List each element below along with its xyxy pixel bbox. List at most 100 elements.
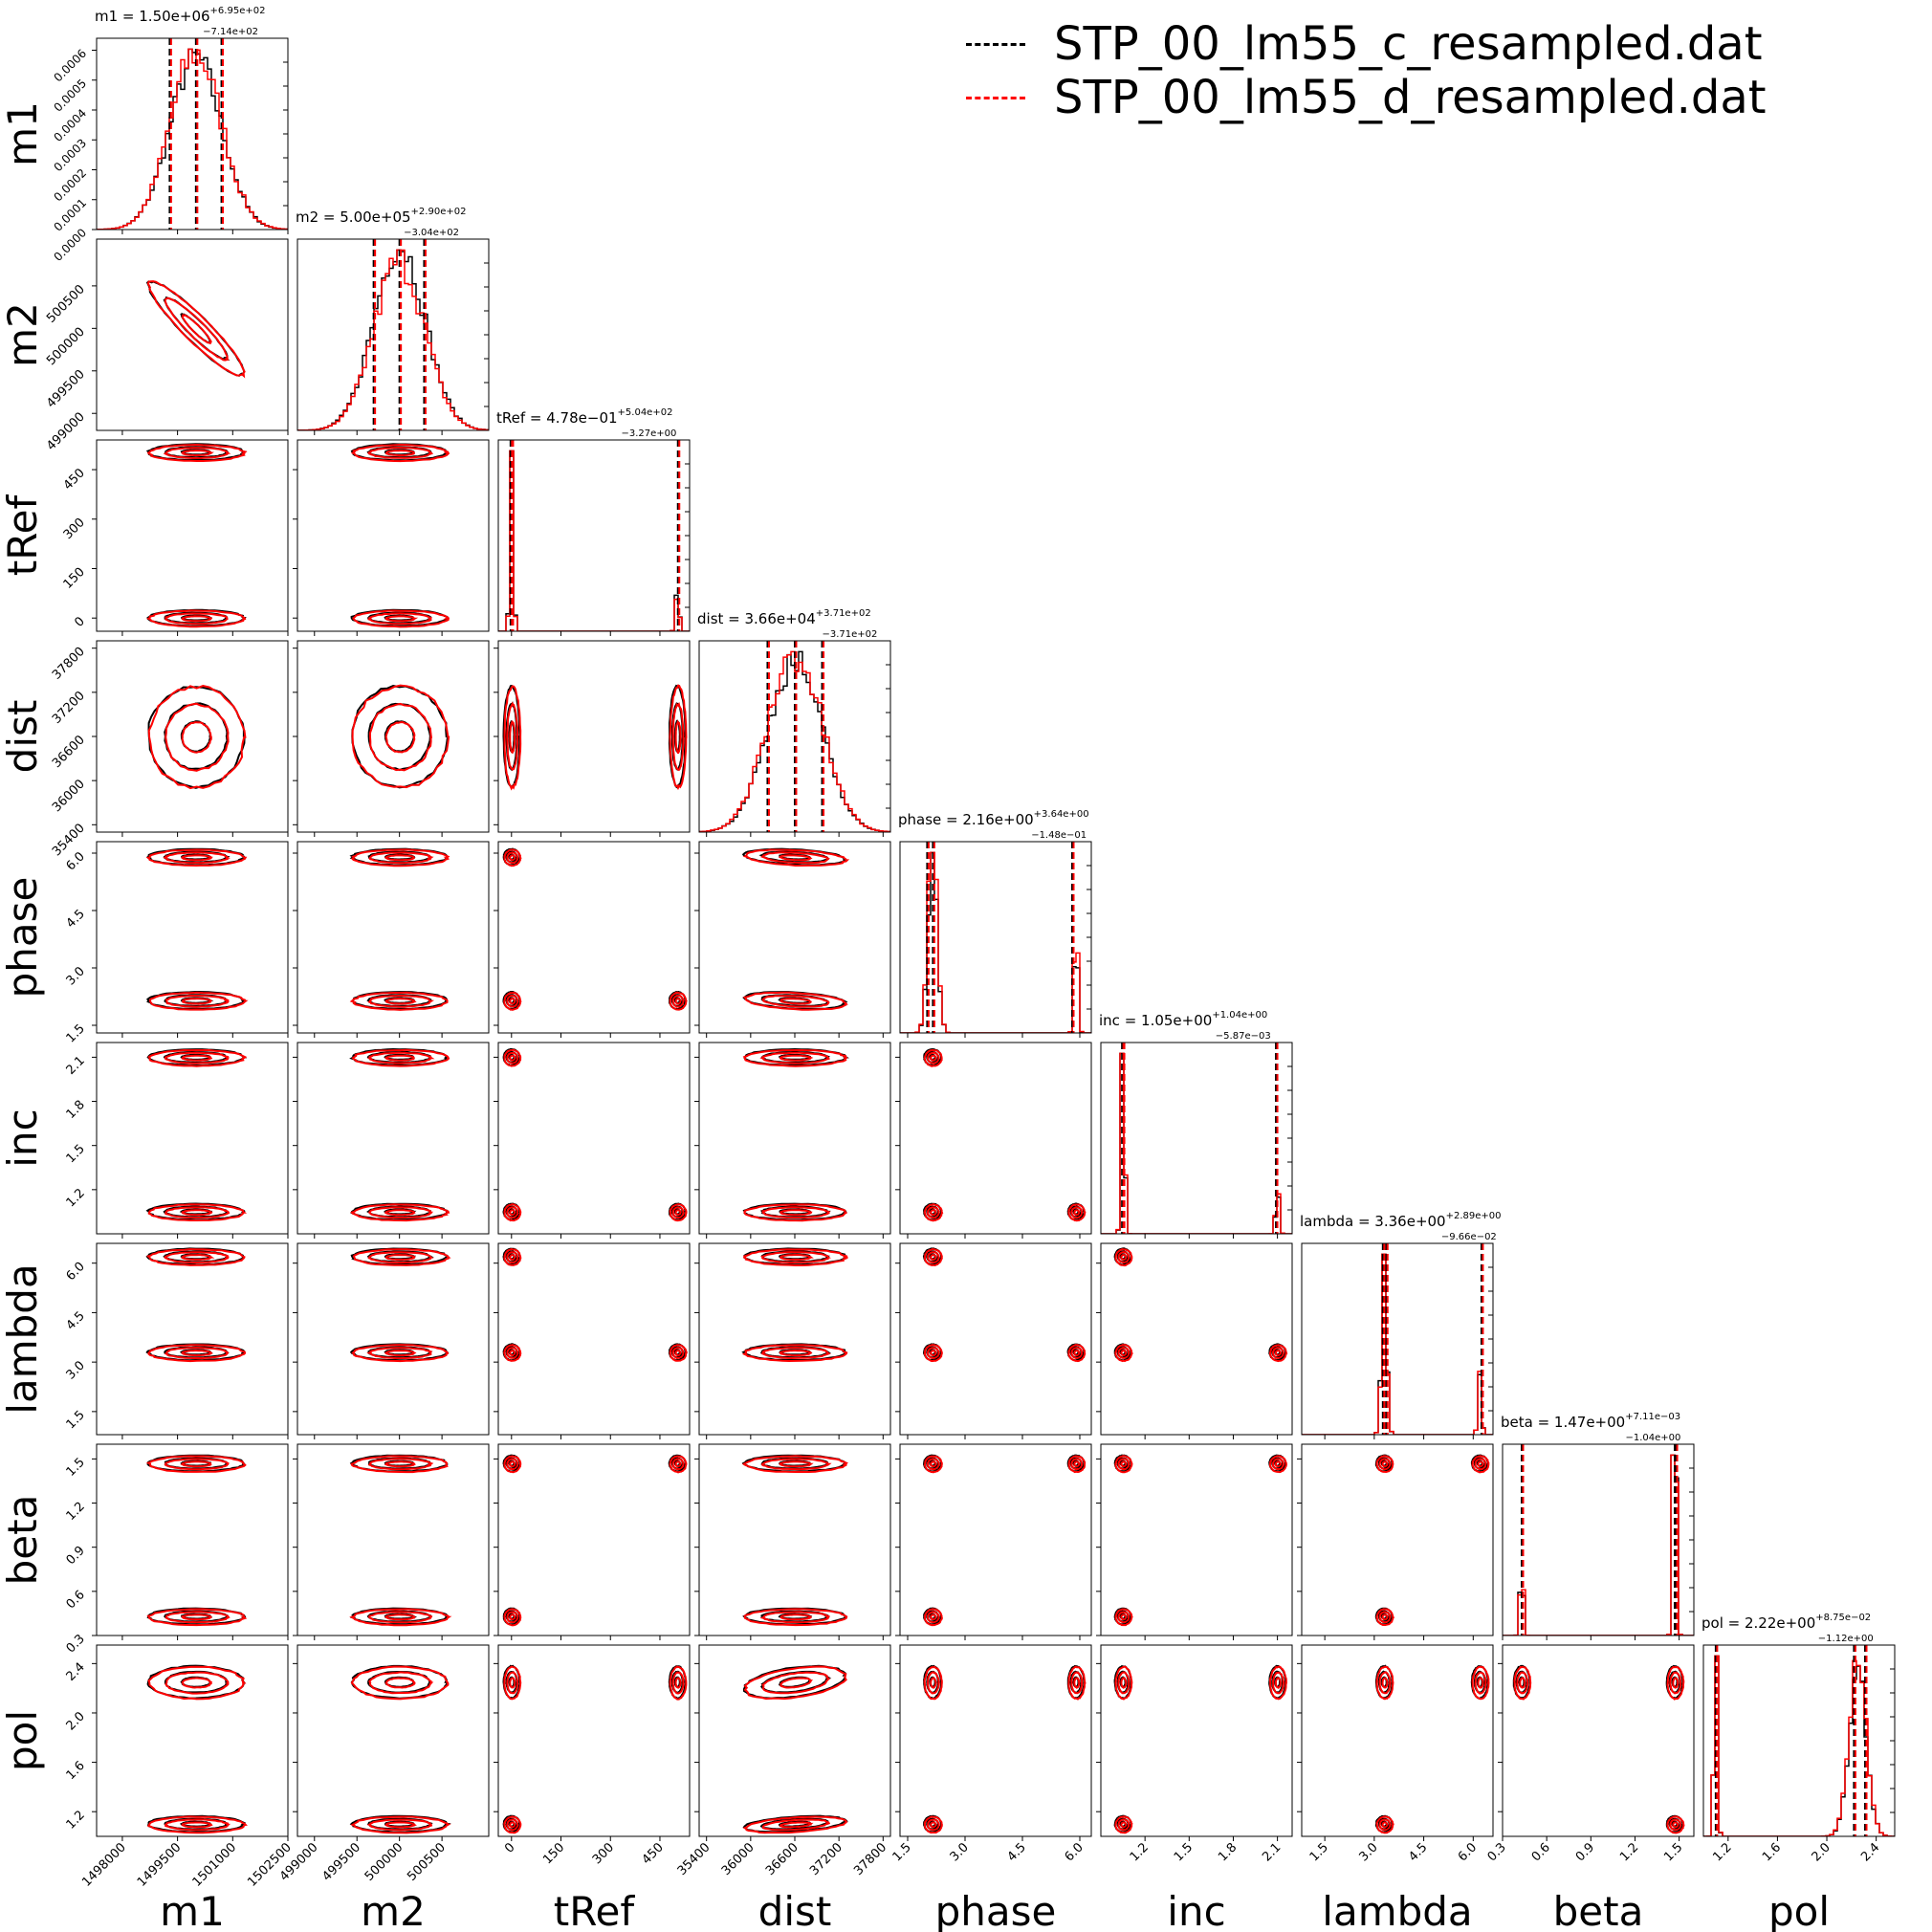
contour-d-level-2 [927,1251,941,1264]
contour-d-level-3 [1067,1344,1087,1363]
x-tick-label-pol: 2.0 [1810,1840,1833,1864]
contour-d-level-1 [930,1821,937,1829]
contour-d-level-2 [761,1458,832,1471]
contour-d-level-1 [1672,1677,1680,1689]
contour-d-level-3 [503,1344,522,1362]
contour-d-level-3 [923,1455,943,1474]
contour-d-level-3 [352,609,450,628]
contour-d-level-3 [146,1248,246,1266]
x-tick-label-pol: 2.4 [1858,1840,1882,1864]
contour-d-level-2 [1669,1818,1682,1832]
contour-d-level-1 [779,1054,814,1062]
contour-d-level-1 [674,1460,682,1468]
y-tick-label-phase: 3.0 [64,964,88,988]
contour-c-level-2 [163,296,231,361]
title-lambda: lambda = 3.36e+00+2.89e+00 [1300,1211,1502,1230]
contour-d-level-3 [1375,1815,1394,1834]
contour-d-level-3 [351,1048,450,1067]
x-tick-label-m2: 500000 [362,1840,406,1884]
panel-frame [497,1644,691,1837]
contour-d-level-2 [506,1611,519,1624]
contour-d-level-1 [384,720,416,754]
contour-d-level-1 [181,1821,213,1829]
panel-frame [1301,1443,1494,1636]
legend-entry-d: STP_00_lm55_d_resampled.dat [966,71,1767,124]
contour-d-level-1 [384,1209,416,1217]
contour-d-level-1 [509,1821,516,1829]
contour-d-level-1 [1120,1821,1128,1829]
hist-m2-c [297,249,489,430]
contour-d-level-1 [384,854,415,862]
contour-d-level-1 [1381,1677,1389,1689]
title-phase-upper: +3.64e+00 [1034,809,1089,820]
contour-d-level-2 [671,1671,685,1695]
y-tick-label-beta: 0.6 [64,1588,88,1612]
contour-d-level-2 [926,1671,940,1695]
contour-d-level-1 [509,1350,516,1357]
contour-d-level-2 [368,851,434,865]
title-beta-upper: +7.11e−03 [1625,1412,1680,1422]
contour-panel-m2-lambda [293,1242,490,1439]
contour-d-level-2 [1271,1671,1284,1695]
contour-d-level-3 [1067,1665,1087,1701]
contour-d-level-2 [1117,1346,1131,1359]
contour-d-level-2 [506,1671,519,1695]
contour-panel-inc-pol: 1.2 1.5 1.8 2.1 [1096,1644,1293,1864]
contour-d-level-3 [923,1815,943,1834]
y-tick-label-inc: 2.1 [64,1054,88,1078]
contour-d-level-2 [165,702,230,772]
y-tick-label-m2: 500000 [44,325,88,369]
contour-d-level-2 [1117,1251,1131,1264]
contour-d-level-2 [671,995,685,1008]
y-tick-label-pol: 2.4 [64,1660,88,1684]
contour-d-level-3 [923,1344,943,1362]
y-tick-label-dist: 37800 [50,645,88,683]
contour-d-level-3 [350,848,450,867]
contour-d-level-2 [927,1611,940,1624]
contour-d-level-3 [741,1455,848,1474]
contour-d-level-3 [146,1608,248,1627]
contour-d-level-3 [923,1203,944,1222]
contour-d-level-2 [165,994,230,1008]
y-axis-label-lambda: lambda [0,1263,46,1414]
contour-d-level-2 [506,1051,519,1065]
y-tick-label-tRef: 450 [61,466,88,493]
title-lambda-upper: +2.89e+00 [1446,1211,1502,1221]
contour-d-level-1 [930,1254,937,1261]
contour-d-level-1 [1274,1349,1283,1357]
contour-d-level-1 [779,1821,814,1829]
panel-frame [96,1644,289,1837]
contour-d-level-3 [147,685,247,790]
hist-tRef-d [498,450,690,631]
contour-d-level-2 [165,1611,231,1624]
contour-d-level-3 [1067,1455,1087,1474]
y-axis-label-m1: m1 [0,101,46,166]
contour-d-level-3 [351,684,450,789]
contour-d-level-1 [1073,1209,1081,1217]
contour-d-level-1 [384,998,417,1005]
contour-d-level-1 [509,1614,516,1621]
contour-panel-tRef-pol: 0 150 300 450 [494,1644,691,1867]
contour-d-level-1 [384,1254,416,1262]
contour-c-level-2 [760,1670,832,1694]
panel-frame [899,1042,1092,1235]
hist-dist-d [699,650,890,832]
contour-d-level-1 [181,1209,213,1217]
contour-panel-m1-lambda: 1.5 3.0 4.5 6.0 [64,1242,289,1439]
title-inc-lower: −5.87e−03 [1216,1031,1271,1042]
contour-d-level-2 [1117,1818,1131,1832]
contour-d-level-1 [181,449,214,457]
x-tick-label-beta: 0.3 [1485,1840,1509,1864]
contour-d-level-2 [759,851,830,865]
contour-d-level-1 [930,1054,937,1062]
x-tick-label-inc: 2.1 [1260,1840,1284,1864]
contour-d-level-2 [367,1051,435,1065]
contour-d-level-3 [1471,1455,1490,1474]
contour-d-level-1 [509,719,516,755]
contour-d-level-2 [671,1206,685,1219]
contour-panel-dist-phase [694,841,891,1038]
contour-d-level-2 [927,1818,940,1832]
contour-d-level-3 [503,1248,522,1266]
y-tick-label-dist: 35400 [50,822,88,860]
